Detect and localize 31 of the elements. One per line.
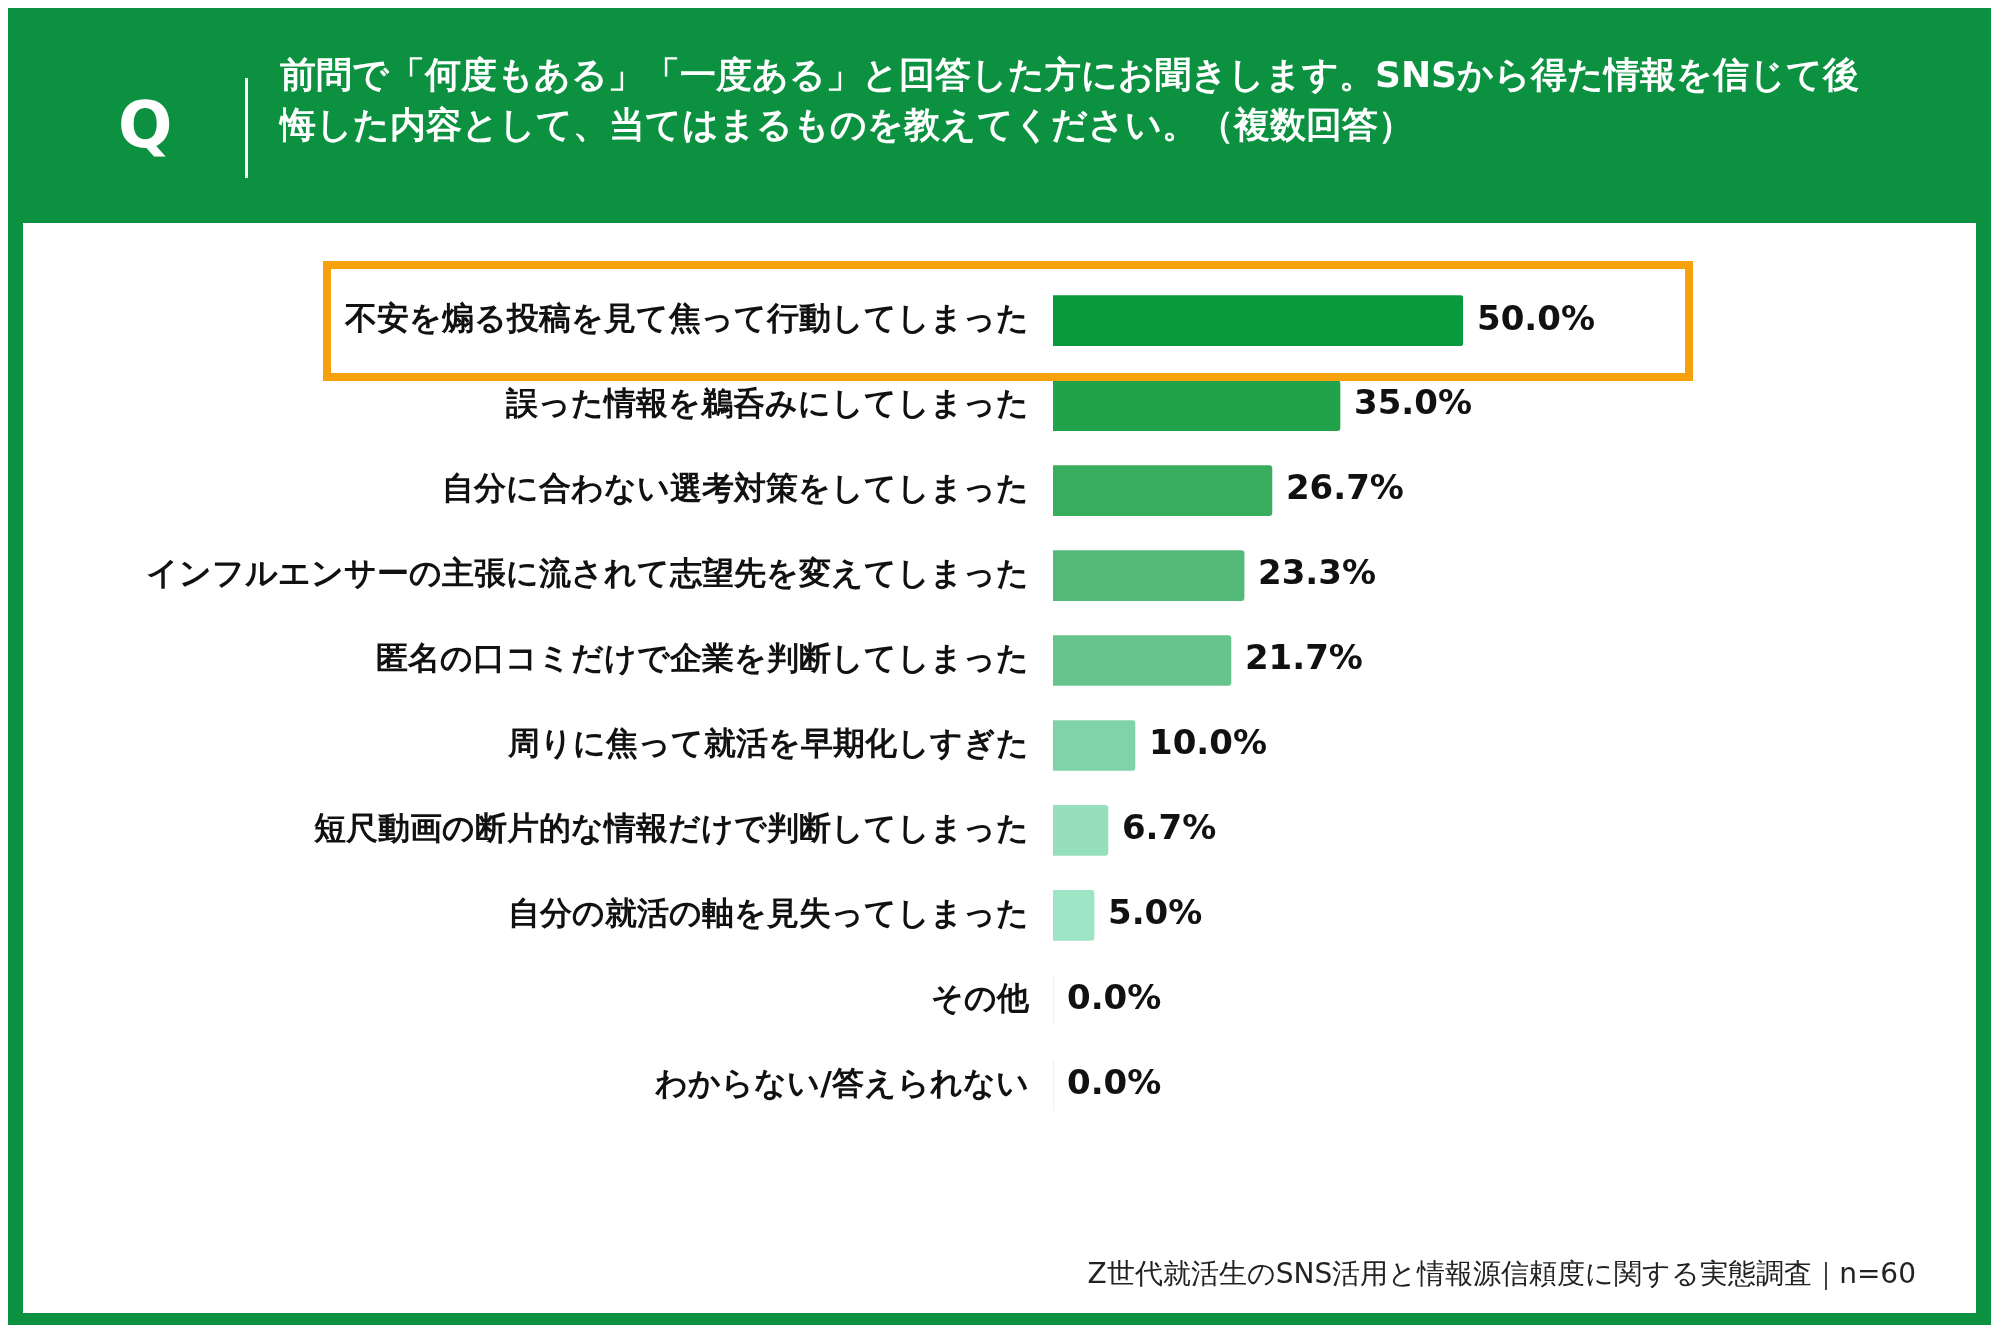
data-label: 21.7% xyxy=(1244,637,1363,678)
text: Q xyxy=(118,88,173,162)
y-tick-label: 自分の就活の軸を見失ってしまった xyxy=(508,893,1029,932)
bar xyxy=(1053,720,1136,771)
bar xyxy=(1053,295,1463,347)
y-tick-label: 誤った情報を鵜呑みにしてしまった xyxy=(505,383,1029,422)
bar xyxy=(1053,380,1341,431)
data-label: 35.0% xyxy=(1354,382,1472,423)
y-tick-label: 不安を煽る投稿を見て焦って行動してしまった xyxy=(344,298,1029,337)
bar xyxy=(1053,465,1273,516)
y-tick-label: 自分に合わない選考対策をしてしまった xyxy=(442,468,1029,507)
data-label: 23.3% xyxy=(1258,552,1377,593)
y-tick-label: その他 xyxy=(931,978,1030,1017)
text: Z世代就活生のSNS活用と情報源信頼度に関する実態調査｜n=60 xyxy=(1087,1256,1916,1292)
y-tick-label: わからない/答えられない xyxy=(655,1063,1029,1102)
data-label: 26.7% xyxy=(1285,467,1404,508)
bar xyxy=(1053,635,1232,686)
bar xyxy=(1053,550,1245,601)
y-tick-label: 周りに焦って就活を早期化しすぎた xyxy=(507,723,1029,762)
chart-title: 前問で「何度もある」「一度ある」と回答した方にお聞きします。SNSから得た情報を信じて後悔した内容として、当てはまるものを教えてください。（複数回答） xyxy=(280,53,1860,148)
data-label: 6.7% xyxy=(1121,807,1217,848)
data-label: 0.0% xyxy=(1067,1062,1162,1103)
bar xyxy=(1053,805,1109,856)
data-label: 50.0% xyxy=(1477,297,1595,338)
bar xyxy=(1053,890,1095,941)
y-tick-label: インフルエンサーの主張に流されて志望先を変えてしまった xyxy=(146,553,1029,592)
y-tick-label: 匿名の口コミだけで企業を判断してしまった xyxy=(376,638,1029,677)
data-label: 5.0% xyxy=(1108,892,1203,933)
data-label: 10.0% xyxy=(1149,722,1267,763)
data-label: 0.0% xyxy=(1067,977,1162,1018)
y-tick-label: 短尺動画の断片的な情報だけで判断してしまった xyxy=(313,808,1029,847)
